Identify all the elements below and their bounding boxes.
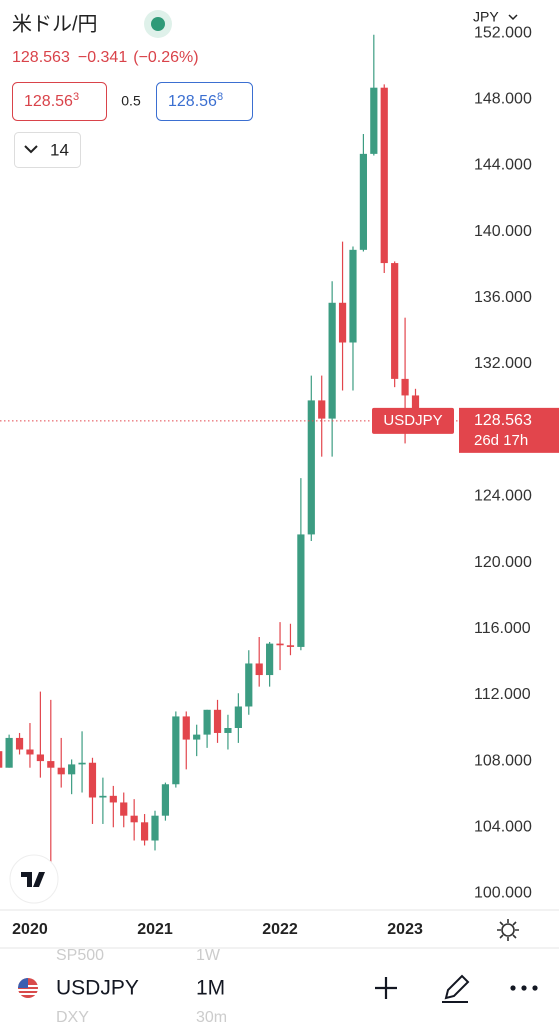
price: 128.563 <box>12 49 70 66</box>
symbol-tag <box>372 407 454 434</box>
plot: 100.000 104.000 108.000 112.000 116.000 120.0… <box>0 24 559 938</box>
candle-body <box>57 767 65 775</box>
sell-pip: 3 <box>73 91 79 103</box>
spread: 0.5 <box>121 93 141 109</box>
price-tag-label: 128.563 <box>474 412 532 429</box>
candle-body <box>26 749 34 755</box>
candle-body <box>109 795 117 803</box>
candle-body <box>182 716 190 740</box>
x-tick-label: 2022 <box>262 921 298 938</box>
more-icon[interactable] <box>510 985 538 991</box>
chevron <box>24 145 38 154</box>
candle-body <box>349 249 357 343</box>
y-tick-label: 136.000 <box>474 289 532 306</box>
y-tick-label: 152.000 <box>474 24 532 41</box>
candle-body <box>193 734 201 740</box>
y-tick-label: 100.000 <box>474 885 532 902</box>
buy-main: 128.56 <box>168 93 217 110</box>
price-tag <box>459 407 559 453</box>
draw-icon[interactable] <box>442 974 470 1003</box>
add-icon[interactable] <box>375 977 397 999</box>
candle-body <box>151 815 159 841</box>
candle-body <box>380 87 388 264</box>
flag <box>18 978 38 998</box>
countdown: 26d 17h <box>474 432 528 449</box>
candle-body <box>234 706 242 728</box>
ghost-symbol: DXY <box>56 1009 89 1024</box>
candle-body <box>328 302 336 419</box>
sell-button[interactable] <box>12 82 107 121</box>
y-tick-label: 124.000 <box>474 488 532 505</box>
logo-badge <box>9 854 59 904</box>
candle-body <box>224 728 232 733</box>
candle-body <box>318 400 326 419</box>
candle-body <box>130 815 138 823</box>
quote: 128.563 −0.341 (−0.26%) <box>12 49 199 66</box>
candle-body <box>338 302 347 343</box>
y-tick-label: 108.000 <box>474 752 532 769</box>
x-tick-label: 2023 <box>387 921 423 938</box>
logo <box>21 872 45 887</box>
currency[interactable]: JPY <box>473 9 499 25</box>
ghost-interval: 1W <box>196 947 221 964</box>
candle-body <box>391 263 399 379</box>
candle-body <box>47 761 55 768</box>
interval[interactable]: 1M <box>196 977 225 1000</box>
ghost-interval: 30m <box>196 1009 227 1024</box>
candle-body <box>140 822 149 841</box>
candle-body <box>213 709 222 733</box>
x-tick-label: 2021 <box>137 921 173 938</box>
candle-body <box>307 400 315 535</box>
candle-body <box>172 716 180 785</box>
y-tick-label: 112.000 <box>474 686 531 703</box>
y-tick-label: 104.000 <box>474 818 532 835</box>
candle-body <box>78 762 86 765</box>
candle-body <box>370 87 378 154</box>
candle-body <box>359 153 367 250</box>
title: 米ドル/円 <box>12 12 98 35</box>
candle-body <box>120 802 128 816</box>
y-tick-label: 144.000 <box>474 157 532 174</box>
indicator-count: 14 <box>50 140 69 159</box>
candle-body <box>245 663 253 707</box>
candle-body <box>15 737 24 750</box>
candle-body <box>255 663 263 676</box>
candle-body <box>266 643 274 676</box>
candle-body <box>99 795 107 798</box>
candle-body <box>88 762 97 798</box>
settings-icon[interactable] <box>497 919 519 941</box>
x-tick-label: 2020 <box>12 921 48 938</box>
candle-body <box>286 645 295 647</box>
candle-body <box>401 378 409 396</box>
candle-body <box>68 764 76 775</box>
candle-body <box>297 534 305 647</box>
candle-body <box>203 709 211 735</box>
y-tick-label: 116.000 <box>474 620 531 637</box>
candle-body <box>276 643 284 646</box>
candle-body <box>5 737 13 768</box>
candle-body <box>161 784 170 816</box>
buy-pip: 8 <box>217 91 223 103</box>
status-dot <box>151 17 165 31</box>
ghost-symbol: SP500 <box>56 947 104 964</box>
y-tick-label: 140.000 <box>474 223 532 240</box>
change-pct: (−0.26%) <box>133 49 198 66</box>
buy-button[interactable] <box>156 82 253 121</box>
change: −0.341 <box>78 49 127 66</box>
sell-price[interactable]: 128.563 <box>24 91 79 110</box>
currency-chevron <box>508 14 518 21</box>
y-tick-label: 148.000 <box>474 90 532 107</box>
symbol-tag-label: USDJPY <box>383 412 442 429</box>
symbol[interactable]: USDJPY <box>56 977 139 1000</box>
indicator-toggle[interactable] <box>14 132 81 168</box>
candle-body <box>36 754 44 762</box>
buy-price[interactable]: 128.568 <box>168 91 223 110</box>
candle-body <box>0 751 3 768</box>
sell-main: 128.56 <box>24 93 73 110</box>
y-tick-label: 120.000 <box>474 554 532 571</box>
y-tick-label: 132.000 <box>474 355 532 372</box>
